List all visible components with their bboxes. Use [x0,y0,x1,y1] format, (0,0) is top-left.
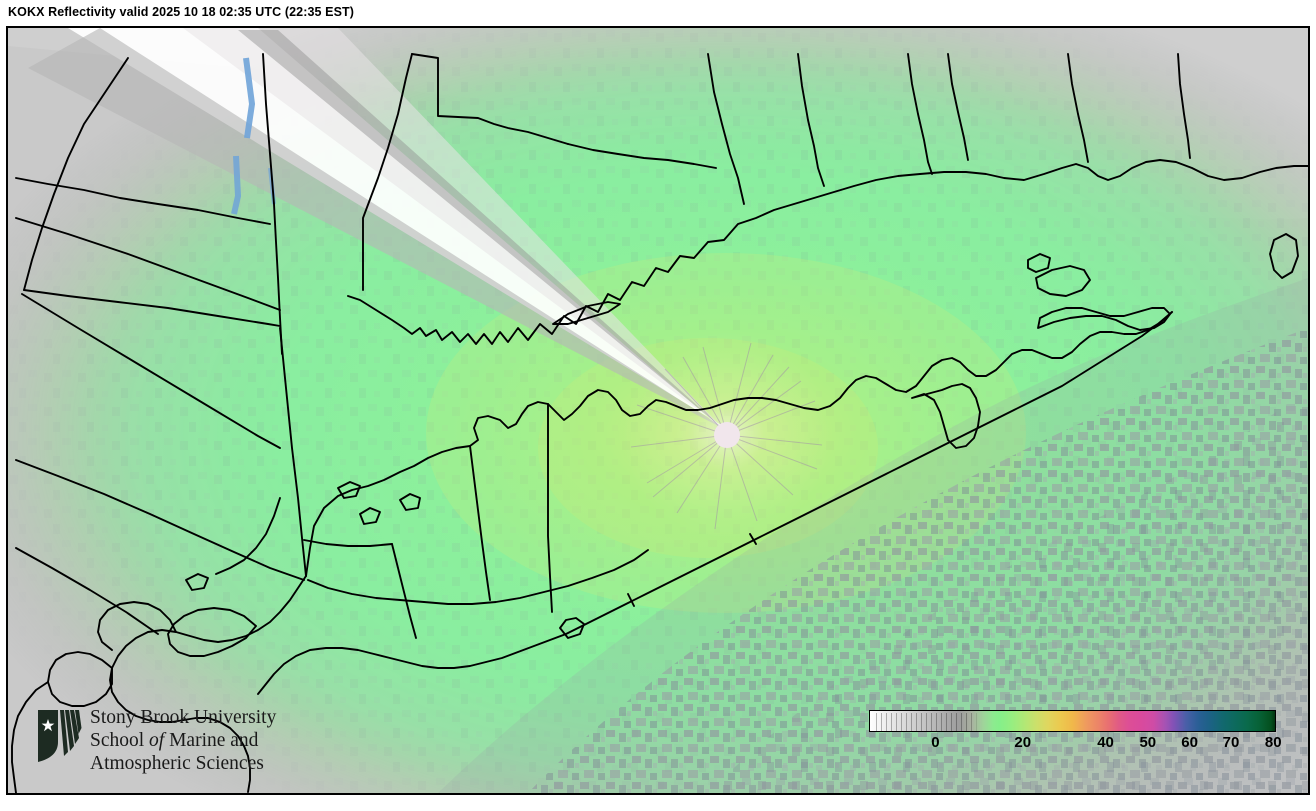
title-bar: KOKX Reflectivity valid 2025 10 18 02:35… [0,0,1316,26]
coast-connecticut [347,159,1308,345]
logo-line-1: Stony Brook University [90,707,277,728]
border-county-10 [23,57,129,291]
border-state-ny-ct [362,53,413,291]
border-county-2 [567,143,717,169]
colorbar-label-0: 0 [931,734,940,751]
shield-icon [36,708,82,764]
coast-staten-island [47,651,113,707]
coast-jamaica-bay [167,607,257,657]
border-county-13 [279,327,307,577]
border-county-6 [947,53,969,161]
island-sound-3 [399,493,421,511]
border-nj-1 [15,459,305,581]
bay-great-south [307,549,649,605]
coast-long-island-south [257,311,1173,695]
colorbar-label-40: 40 [1097,734,1114,751]
border-nj-2 [15,547,159,635]
border-hudson-river [15,217,281,311]
coast-south-fork [911,383,981,449]
island-shelter [1035,265,1091,297]
barrier-inlet [559,617,585,639]
nyc-county-3 [469,445,491,601]
coast-nyc-harbor [109,575,307,793]
logo-line-2-a: School [90,730,150,752]
border-county-7 [1067,53,1089,163]
logo-line-3: Atmospheric Sciences [90,753,264,775]
stony-brook-logo: Stony Brook University School of Marine … [36,706,306,786]
island-sound-2 [359,507,381,525]
radar-map-frame [6,26,1310,795]
island-plum [1027,253,1051,273]
radar-spokes [630,342,823,530]
border-county-12 [21,293,281,449]
coast-long-island-north [305,311,1173,577]
radar-map-canvas [8,28,1308,793]
radar-center-marker [622,330,832,540]
border-county-8 [1177,53,1191,159]
page-title: KOKX Reflectivity valid 2025 10 18 02:35… [8,5,355,19]
edge-of-range-speckle [438,278,1308,793]
nyc-river-1 [215,497,281,575]
island-sound-4 [185,573,209,591]
coast-ct-inlet-1 [552,301,621,325]
border-county-5 [907,53,933,175]
colorbar-gradient [869,710,1276,732]
colorbar-label-50: 50 [1139,734,1157,751]
coast-new-jersey [11,681,49,793]
colorbar-label-20: 20 [1014,734,1032,751]
logo-text: Stony Brook University School of Marine … [90,706,276,776]
island-gardiners [1269,233,1299,279]
colorbar-label-80: 80 [1264,734,1282,751]
coast-harbor-inner [97,601,177,651]
cone-of-silence [714,422,740,448]
nyc-county-4 [547,403,553,613]
logo-line-2: School of Marine and [90,729,276,752]
colorbar-label-60: 60 [1181,734,1198,751]
barrier-cut-2 [627,593,635,607]
logo-line-2-b: Marine and [164,730,259,752]
barrier-cut-1 [749,533,757,545]
colorbar-tick-marks [871,712,1276,732]
island-sound-1 [337,481,361,499]
nyc-county-2 [391,543,417,639]
border-county-14 [15,177,271,225]
border-county-1 [411,53,569,145]
border-county-9 [262,53,283,355]
logo-line-2-italic: of [149,730,165,752]
border-county-11 [23,289,281,327]
reflectivity-colorbar: 0 20 40 50 60 70 80 [869,710,1282,762]
coast-north-fork [1037,307,1171,331]
map-outlines [11,53,1308,793]
border-county-4 [797,53,825,187]
nyc-county-1 [303,539,393,547]
border-county-3 [707,53,745,205]
colorbar-label-70: 70 [1222,734,1240,751]
